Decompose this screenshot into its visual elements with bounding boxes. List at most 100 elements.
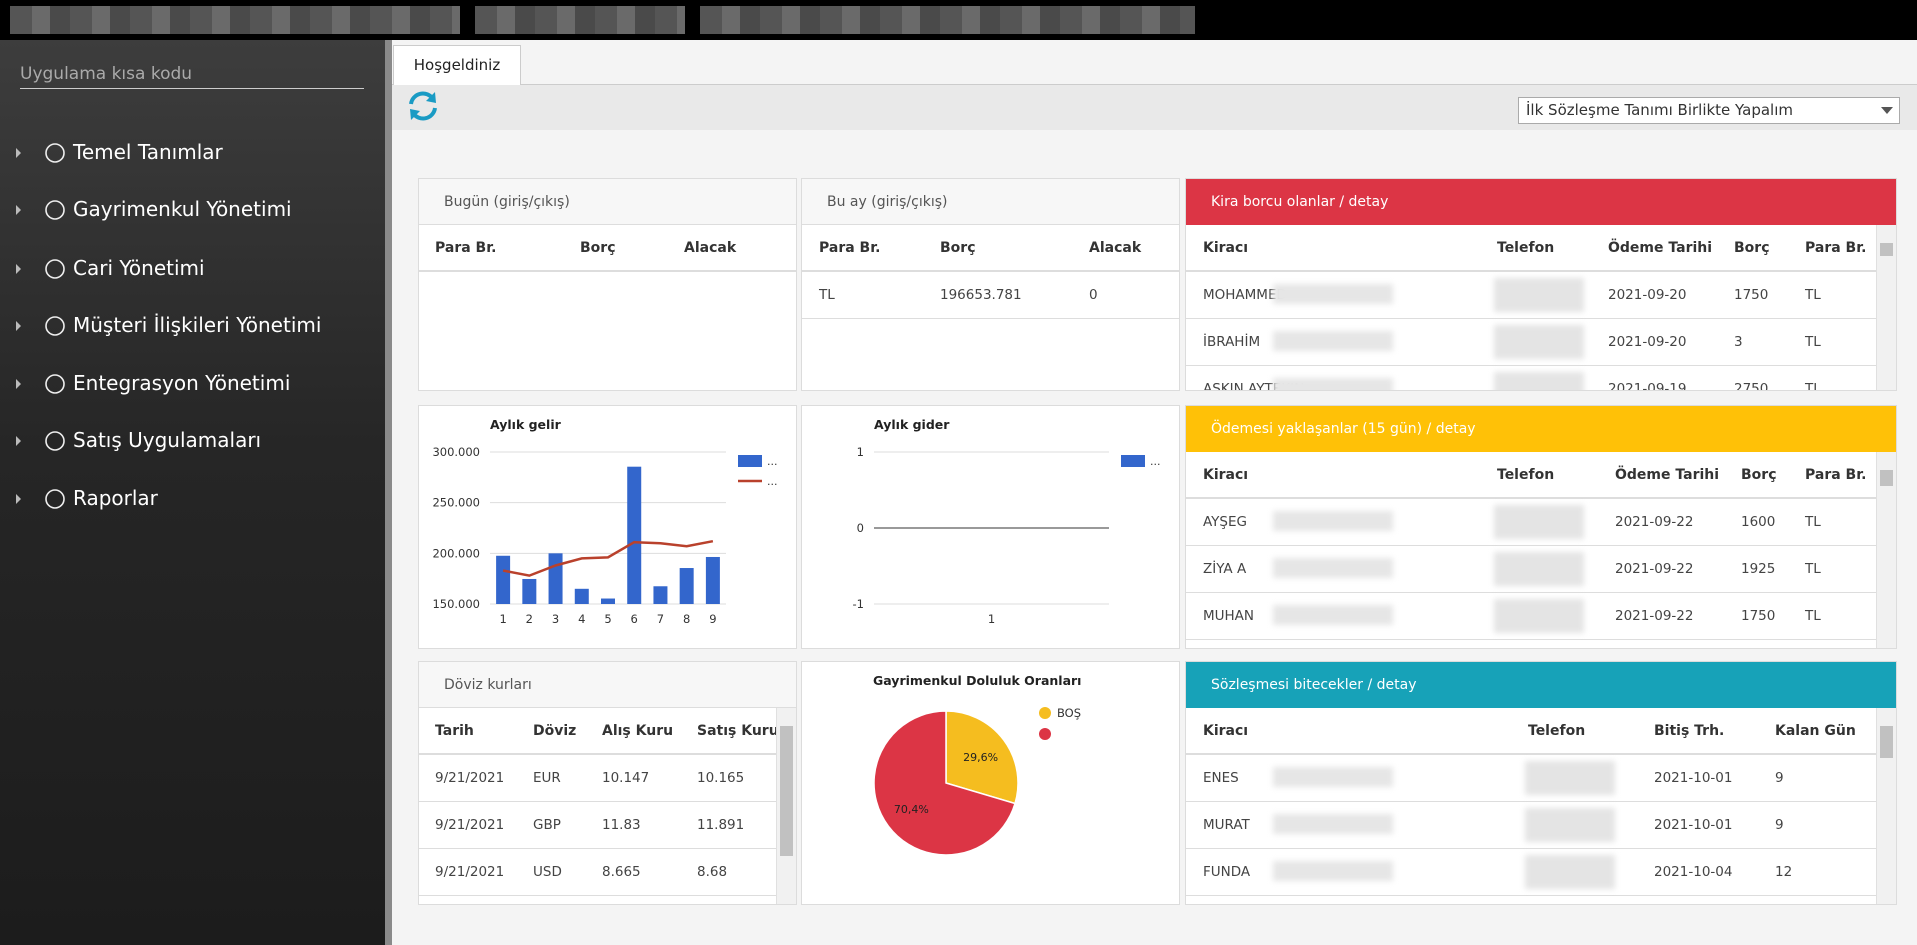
x-tick-label: 6 bbox=[631, 612, 638, 626]
expand-arrow bbox=[16, 436, 21, 446]
table-cell: 0 bbox=[1089, 287, 1098, 303]
blurred-cell bbox=[1494, 505, 1584, 539]
table-row: ZİYA A 2021-09-22 1925 TL bbox=[1186, 546, 1896, 593]
column-header: Kiracı bbox=[1203, 467, 1249, 483]
blurred-cell bbox=[1273, 605, 1393, 625]
column-header: Ödeme Tarihi bbox=[1608, 240, 1713, 256]
legend-label: BOŞ bbox=[1057, 706, 1081, 720]
blurred-title bbox=[475, 6, 685, 34]
table-cell: FUNDA bbox=[1203, 864, 1251, 880]
bar bbox=[496, 555, 511, 604]
column-header: Borç bbox=[1734, 240, 1770, 256]
menu-item[interactable]: Cari Yönetimi bbox=[0, 249, 385, 289]
table-cell: 2021-09-19 bbox=[1608, 381, 1687, 391]
table-cell: EUR bbox=[533, 770, 561, 786]
panel-title: Döviz kurları bbox=[444, 677, 532, 693]
blurred-cell bbox=[1273, 814, 1393, 834]
y-tick-label: 1 bbox=[857, 445, 864, 459]
blurred-cell bbox=[1525, 808, 1615, 842]
menu-icons bbox=[16, 316, 65, 336]
menu-icon bbox=[45, 259, 65, 279]
table-cell: 12 bbox=[1775, 864, 1793, 880]
table-cell: 1750 bbox=[1734, 287, 1769, 303]
blurred-cell bbox=[1525, 855, 1615, 889]
table-cell: 2021-10-01 bbox=[1654, 817, 1733, 833]
table-row: MURAT 2021-10-01 9 bbox=[1186, 802, 1896, 849]
column-header: Telefon bbox=[1497, 467, 1555, 483]
menu-item[interactable]: Satış Uygulamaları bbox=[0, 421, 385, 461]
table-cell: 9 bbox=[1775, 770, 1784, 786]
legend-label: ... bbox=[767, 475, 778, 488]
menu-text: Cari Yönetimi bbox=[73, 256, 205, 280]
menu-item[interactable]: Temel Tanımlar bbox=[0, 133, 385, 173]
table-cell: TL bbox=[1805, 608, 1821, 624]
chart: Aylık gider -1 0 1 1... bbox=[853, 417, 1161, 626]
blurred-title bbox=[10, 6, 460, 34]
panel-header[interactable]: Döviz kurları bbox=[419, 662, 796, 708]
tab[interactable]: Hoşgeldiniz bbox=[393, 45, 521, 85]
table-cell: 196653.781 bbox=[940, 287, 1022, 303]
y-tick-label: 200.000 bbox=[432, 546, 480, 560]
scrollbar bbox=[1876, 708, 1896, 904]
menu-item[interactable]: Entegrasyon Yönetimi bbox=[0, 364, 385, 404]
table-row: AŞKIN AYTEKIN 2021-09-19 2750 TL bbox=[1186, 366, 1896, 391]
column-header: Alış Kuru bbox=[602, 723, 674, 739]
search-input[interactable]: Uygulama kısa kodu bbox=[20, 64, 364, 89]
chart-panel: Gayrimenkul Doluluk Oranları 29,6% BOŞ 70,4… bbox=[801, 661, 1180, 905]
column-header: Borç bbox=[1741, 467, 1777, 483]
table-row: 9/21/2021 GBP 11.83 11.891 bbox=[419, 802, 796, 849]
column-header: Borç bbox=[940, 240, 976, 256]
column-header: Ödeme Tarihi bbox=[1615, 467, 1720, 483]
x-tick-label: 8 bbox=[683, 612, 690, 626]
panel-header[interactable]: Kira borcu olanlar / detay bbox=[1186, 179, 1896, 225]
panel-header[interactable]: Ödemesi yaklaşanlar (15 gün) / detay bbox=[1186, 406, 1896, 452]
expand-arrow bbox=[16, 148, 21, 158]
dropdown-arrow bbox=[1881, 107, 1893, 114]
panel-header[interactable]: Sözleşmesi bitecekler / detay bbox=[1186, 662, 1896, 708]
blurred-cell bbox=[1273, 511, 1393, 531]
table-cell: MOHAMMED bbox=[1203, 287, 1287, 303]
sidebar-splitter bbox=[385, 40, 392, 945]
blurred-cell bbox=[1494, 278, 1584, 312]
blurred-cell bbox=[1273, 558, 1393, 578]
table-cell: 11.891 bbox=[697, 817, 745, 833]
table-row: FUNDA 2021-10-04 12 bbox=[1186, 849, 1896, 896]
refresh-button[interactable] bbox=[406, 89, 440, 123]
table-row: MUHAN 2021-09-22 1750 TL bbox=[1186, 593, 1896, 640]
column-header: Para Br. bbox=[819, 240, 881, 256]
panel: Ödemesi yaklaşanlar (15 gün) / detay Kira… bbox=[1185, 405, 1897, 649]
table-header: Kiracı Telefon Ödeme Tarihi Borç Para Br. bbox=[1186, 452, 1896, 499]
blurred-cell bbox=[1525, 761, 1615, 795]
table-cell: MUHAN bbox=[1203, 608, 1255, 624]
menu-icons bbox=[16, 489, 65, 509]
table-cell: AŞKIN AYTEKIN bbox=[1203, 381, 1305, 391]
top-bar bbox=[0, 0, 1917, 40]
column-header: Döviz bbox=[533, 723, 577, 739]
slice-label: 70,4% bbox=[894, 803, 929, 816]
expand-arrow bbox=[16, 379, 21, 389]
y-tick-label: 0 bbox=[857, 521, 864, 535]
pie-slice bbox=[873, 710, 1016, 856]
panel-title: Ödemesi yaklaşanlar (15 gün) / detay bbox=[1211, 421, 1476, 437]
dropdown[interactable]: İlk Sözleşme Tanımı Birlikte Yapalım bbox=[1518, 97, 1900, 124]
blurred-title bbox=[700, 6, 1195, 34]
table-cell: 2021-09-22 bbox=[1615, 608, 1694, 624]
y-tick-label: 250.000 bbox=[432, 496, 480, 510]
column-header: Kalan Gün bbox=[1775, 723, 1856, 739]
column-header: Satış Kuru bbox=[697, 723, 779, 739]
menu-item[interactable]: Gayrimenkul Yönetimi bbox=[0, 190, 385, 230]
panel-header[interactable]: Bu ay (giriş/çıkış) bbox=[802, 179, 1179, 225]
blurred-cell bbox=[1494, 325, 1584, 359]
menu-item[interactable]: Müşteri İlişkileri Yönetimi bbox=[0, 306, 385, 346]
y-tick-label: 150.000 bbox=[432, 597, 480, 611]
menu-icon bbox=[45, 143, 65, 163]
table-cell: 2021-09-20 bbox=[1608, 287, 1687, 303]
table-row: İBRAHİM 2021-09-20 3 TL bbox=[1186, 319, 1896, 366]
chart: Aylık gelir 150.000 200.000 250.000 300.000 1… bbox=[432, 417, 778, 626]
menu-item[interactable]: Raporlar bbox=[0, 479, 385, 519]
table-row: 9/21/2021 EUR 10.147 10.165 bbox=[419, 755, 796, 802]
table-cell: TL bbox=[1805, 334, 1821, 350]
panel-header[interactable]: Bugün (giriş/çıkış) bbox=[419, 179, 796, 225]
